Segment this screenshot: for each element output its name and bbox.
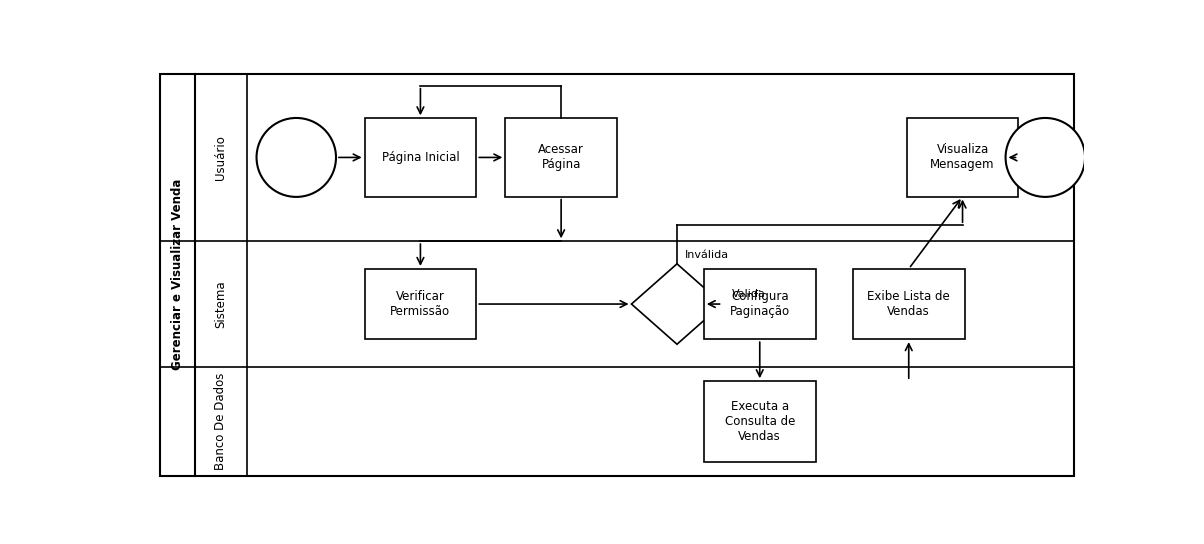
Ellipse shape	[256, 118, 336, 197]
Bar	[907, 118, 1019, 196]
Text: Exibe Lista de
Vendas: Exibe Lista de Vendas	[867, 290, 950, 318]
Bar	[704, 269, 815, 339]
Bar	[506, 118, 616, 196]
Bar	[365, 269, 477, 339]
Text: Página Inicial: Página Inicial	[382, 151, 459, 164]
Bar	[852, 269, 964, 339]
Bar	[365, 118, 477, 196]
Text: Inválida: Inválida	[684, 250, 728, 259]
Ellipse shape	[1005, 118, 1085, 197]
Text: Acessar
Página: Acessar Página	[538, 144, 584, 171]
Text: Verificar
Permissão: Verificar Permissão	[390, 290, 450, 318]
Text: Executa a
Consulta de
Vendas: Executa a Consulta de Vendas	[725, 400, 795, 443]
Text: Sistema: Sistema	[214, 280, 228, 328]
Polygon shape	[631, 264, 722, 344]
Text: Usuário: Usuário	[214, 135, 228, 180]
Text: Visualiza
Mensagem: Visualiza Mensagem	[931, 144, 995, 171]
Text: Valida: Valida	[732, 288, 766, 299]
Bar	[704, 381, 815, 461]
Text: Configura
Paginação: Configura Paginação	[730, 290, 790, 318]
Text: Gerenciar e Visualizar Venda: Gerenciar e Visualizar Venda	[171, 179, 184, 370]
Text: Banco De Dados: Banco De Dados	[214, 373, 228, 470]
